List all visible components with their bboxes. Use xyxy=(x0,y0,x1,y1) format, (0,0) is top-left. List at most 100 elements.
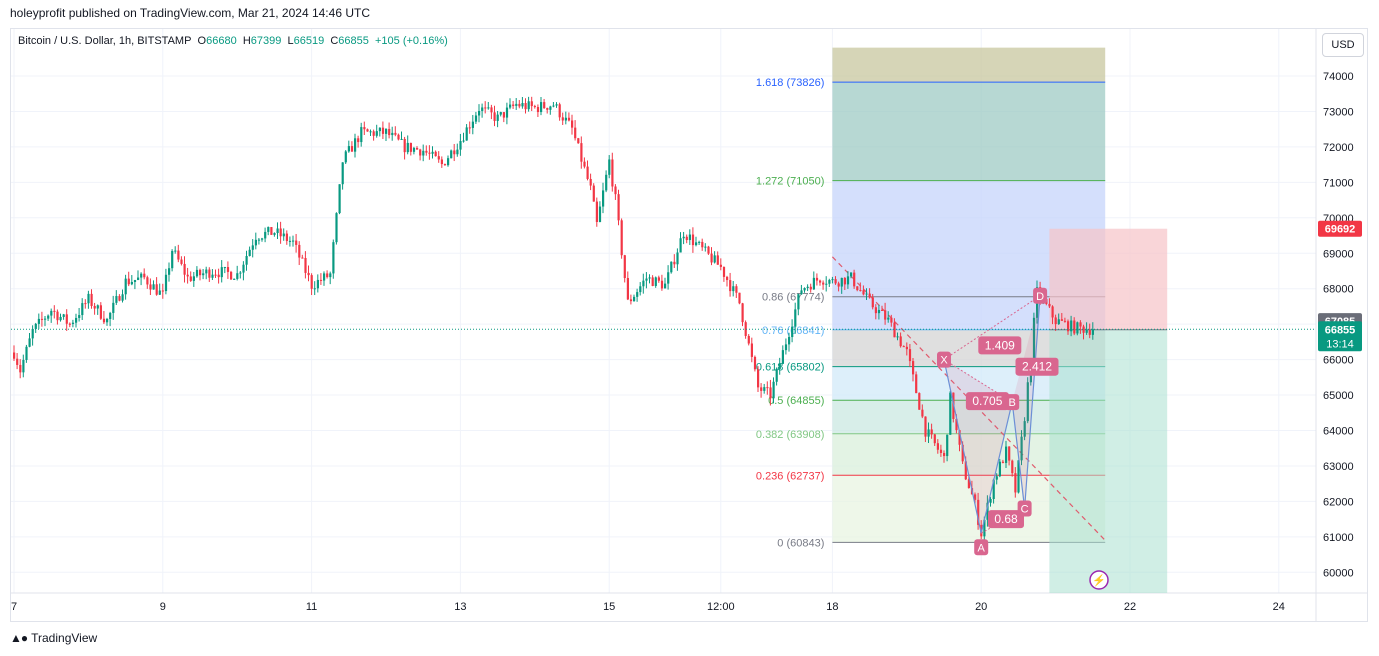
candle-body xyxy=(592,185,595,202)
candle-body xyxy=(71,322,75,324)
candle xyxy=(735,284,738,299)
candle xyxy=(19,359,22,379)
candle-body xyxy=(499,112,502,115)
candle-body xyxy=(133,279,137,282)
candle xyxy=(140,272,143,286)
candle xyxy=(1067,319,1070,335)
candle xyxy=(905,342,908,356)
candle-body xyxy=(1070,320,1073,332)
candle xyxy=(87,290,90,309)
candle-body xyxy=(468,127,471,129)
pattern-point-box xyxy=(1033,287,1048,304)
stop-loss-zone xyxy=(1049,228,1168,330)
candle-body xyxy=(859,290,862,292)
pattern-ratio-box xyxy=(978,336,1022,355)
xabcd-pattern: 1.409 0.705 2.412 0.68 X A B C D xyxy=(937,287,1059,556)
pattern-ratio-line xyxy=(943,295,1041,361)
candle-body xyxy=(19,364,22,373)
candle xyxy=(301,254,304,259)
candle-body xyxy=(685,236,688,241)
candle-body xyxy=(496,114,499,121)
candle xyxy=(701,238,704,251)
candle xyxy=(577,137,580,144)
candle-body xyxy=(332,242,335,274)
candle xyxy=(908,343,912,367)
candle-body xyxy=(416,147,419,150)
candle-body xyxy=(939,449,943,453)
last-price-tag xyxy=(1318,321,1362,352)
candle-body xyxy=(13,352,16,359)
pattern-ratio-label: 1.409 xyxy=(985,338,1015,352)
candle xyxy=(509,98,512,110)
candle-body xyxy=(989,498,992,503)
candle xyxy=(732,281,735,297)
candle-body xyxy=(403,138,406,153)
candle xyxy=(292,235,295,247)
pattern-ratio-box xyxy=(988,510,1024,529)
candle xyxy=(267,226,270,236)
candle xyxy=(629,294,633,305)
candle-body xyxy=(518,103,521,107)
change-value: +105 (+0.16%) xyxy=(375,35,448,47)
price-tick-label: 68000 xyxy=(1323,284,1354,296)
candle-body xyxy=(586,166,589,179)
candle-body xyxy=(794,309,797,327)
candle-body xyxy=(983,519,986,537)
candle-body xyxy=(264,231,267,239)
footer: ▲● TradingView xyxy=(10,631,97,645)
candle-body xyxy=(772,381,775,399)
candle-body xyxy=(850,272,853,277)
candle xyxy=(949,391,952,435)
candle-body xyxy=(571,120,574,128)
candle xyxy=(837,281,840,292)
candle xyxy=(555,102,558,108)
candle-body xyxy=(381,127,385,134)
candle-body xyxy=(846,276,850,285)
candle xyxy=(884,302,887,325)
candle xyxy=(137,270,140,281)
candle xyxy=(257,237,261,245)
candle xyxy=(1026,377,1029,424)
candle xyxy=(834,276,837,285)
candle-body xyxy=(440,159,443,165)
currency-button[interactable]: USD xyxy=(1322,33,1364,57)
candle xyxy=(800,284,803,295)
candle-body xyxy=(211,274,214,278)
candle-body xyxy=(490,107,493,113)
candle-body xyxy=(967,479,970,489)
candle xyxy=(372,129,375,141)
candle xyxy=(788,332,791,352)
candle xyxy=(192,271,195,287)
candle-body xyxy=(502,112,505,118)
candle xyxy=(217,268,220,284)
candle-body xyxy=(589,178,592,186)
candle-body xyxy=(102,318,106,323)
candle xyxy=(623,254,626,283)
candle xyxy=(530,96,533,112)
candle-body xyxy=(158,290,161,295)
candle-body xyxy=(763,387,766,391)
candle xyxy=(127,271,130,287)
fib-level-label: 0 (60843) xyxy=(777,537,824,549)
candle xyxy=(279,221,282,244)
candle-body xyxy=(295,240,298,245)
candle xyxy=(806,284,809,292)
symbol-legend: Bitcoin / U.S. Dollar, 1h, BITSTAMP O666… xyxy=(18,35,448,47)
candle-body xyxy=(192,276,195,281)
candle-body xyxy=(611,159,614,187)
candle xyxy=(437,151,440,163)
candle-body xyxy=(527,101,530,110)
candle xyxy=(536,104,540,117)
candle xyxy=(921,404,924,419)
candle-body xyxy=(555,104,558,106)
candle-body xyxy=(853,272,856,287)
candle xyxy=(664,277,667,289)
candle xyxy=(1070,315,1073,337)
candle xyxy=(1020,430,1023,466)
candle-body xyxy=(856,286,859,291)
candle-body xyxy=(149,284,152,290)
candle-body xyxy=(419,149,422,156)
candle-body xyxy=(199,269,202,276)
candle xyxy=(791,319,794,343)
